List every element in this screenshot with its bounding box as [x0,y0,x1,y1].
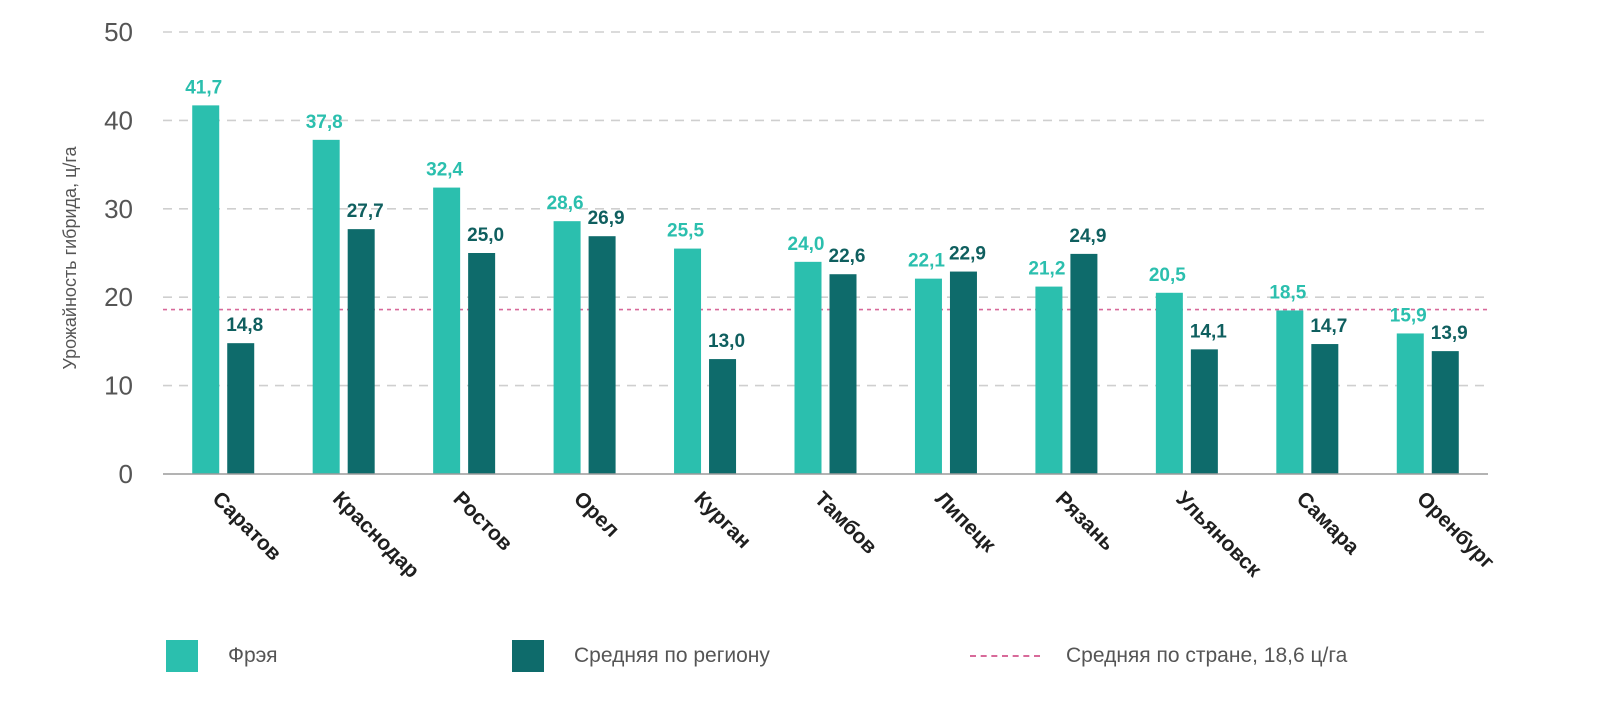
bar-region-5 [709,359,737,474]
category-label: Липецк [930,487,1000,557]
y-tick-label: 40 [104,105,133,135]
bar-freya-8 [1035,286,1063,474]
data-label-region-1: 14,8 [226,315,263,336]
data-label-region-3: 25,0 [467,225,504,246]
y-tick-label: 10 [104,371,133,401]
data-label-region-10: 14,7 [1310,316,1347,337]
data-label-freya-7: 22,1 [908,251,945,272]
data-label-freya-6: 24,0 [788,234,825,255]
legend-item-country-average: Средняя по стране, 18,6 ц/га [970,636,1347,676]
data-label-freya-9: 20,5 [1149,265,1186,286]
category-label: Оренбург [1412,487,1499,574]
data-label-freya-10: 18,5 [1269,282,1306,303]
bar-freya-6 [794,261,822,474]
bar-region-3 [468,253,496,474]
y-tick-label: 30 [104,194,133,224]
bar-region-8 [1070,253,1098,474]
bar-region-4 [588,236,616,474]
bar-freya-9 [1155,292,1183,474]
bar-freya-11 [1396,333,1424,474]
data-label-freya-11: 15,9 [1390,305,1427,326]
category-labels: Саратов Краснодар Ростов Орел Курган Тамбов Ли… [208,487,1499,583]
data-label-freya-1: 41,7 [185,77,222,98]
bar-region-6 [829,274,857,474]
data-label-freya-8: 21,2 [1028,259,1065,280]
data-label-region-2: 27,7 [347,201,384,222]
y-axis-ticks: 0 10 20 30 40 50 [104,17,133,489]
category-label: Курган [690,487,756,553]
category-label: Орел [569,487,624,542]
category-label: Саратов [208,487,286,565]
data-label-region-7: 22,9 [949,244,986,265]
y-tick-label: 0 [119,459,133,489]
legend-swatch-freya [166,640,198,672]
bar-freya-7 [914,278,942,474]
bar-freya-3 [433,187,461,475]
data-label-freya-5: 25,5 [667,221,704,242]
category-label: Краснодар [328,487,424,583]
data-label-region-11: 13,9 [1431,323,1468,344]
y-tick-label: 20 [104,282,133,312]
legend-label-region-average: Средняя по региону [574,644,770,667]
legend-line-country-average [970,655,1040,657]
bar-freya-4 [553,221,581,474]
bar-freya-5 [674,248,702,474]
bar-region-9 [1190,349,1218,474]
legend-item-freya: Фрэя [166,636,278,676]
bar-freya-2 [312,139,340,474]
y-tick-label: 50 [104,17,133,47]
bar-region-2 [347,229,375,474]
data-label-region-6: 22,6 [829,246,866,267]
data-label-freya-4: 28,6 [547,193,584,214]
category-label: Ростов [449,487,517,555]
category-label: Тамбов [810,487,881,558]
category-label: Рязань [1051,487,1119,555]
legend-item-region-average: Средняя по региону [512,636,770,676]
legend-swatch-region-average [512,640,544,672]
bar-freya-10 [1276,310,1304,474]
bar-region-7 [949,271,977,474]
legend-label-country-average: Средняя по стране, 18,6 ц/га [1066,644,1348,667]
bars [192,105,1459,475]
data-label-region-5: 13,0 [708,331,745,352]
bar-region-10 [1311,344,1339,474]
bar-freya-1 [192,105,220,474]
grid [163,31,1488,387]
category-label: Самара [1292,487,1364,559]
data-label-region-4: 26,9 [588,208,625,229]
data-label-freya-2: 37,8 [306,112,343,133]
data-label-freya-3: 32,4 [426,160,463,181]
data-label-region-8: 24,9 [1069,226,1106,247]
legend-label-freya: Фрэя [228,644,278,667]
bar-region-11 [1431,351,1459,474]
bar-region-1 [227,343,255,474]
category-label: Ульяновск [1171,487,1266,582]
y-axis-label: Урожайность гибрида, ц/га [60,145,80,369]
data-labels: 41,7 14,8 37,8 27,7 32,4 25,0 28,626,9 25,5 13,0… [185,77,1468,352]
data-label-region-9: 14,1 [1190,321,1227,342]
